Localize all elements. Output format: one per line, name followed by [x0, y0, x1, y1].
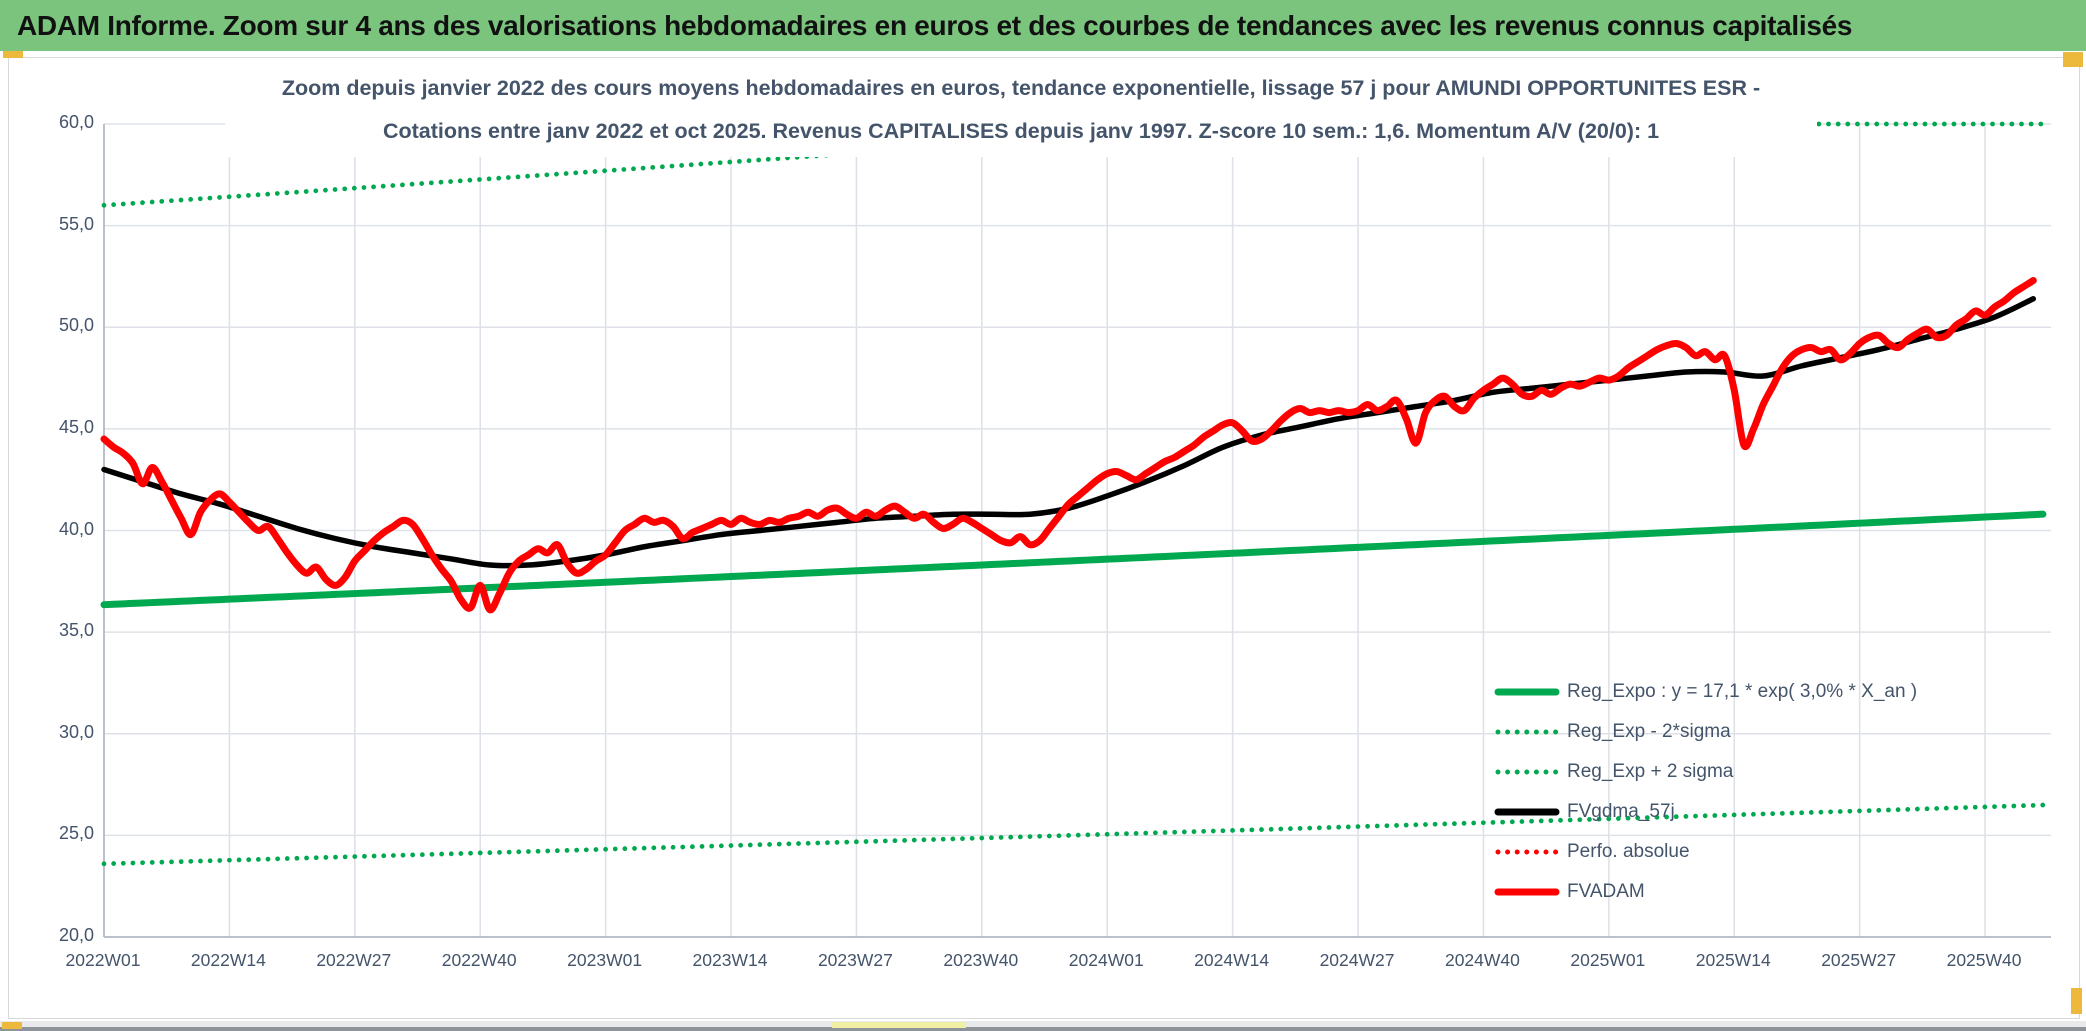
legend-label: Perfo. absolue [1567, 841, 1690, 862]
chart-area [8, 57, 2080, 1019]
legend-swatch-reg_expo [1494, 688, 1560, 696]
y-axis-label: 50,0 [58, 315, 94, 336]
legend-label: Reg_Exp + 2 sigma [1567, 761, 1734, 782]
x-axis-label: 2023W14 [692, 950, 768, 970]
pale-yellow-accent-bottom [832, 1022, 966, 1028]
gold-accent-bottom-left [2, 1022, 22, 1029]
y-axis-label: 40,0 [58, 518, 94, 539]
y-axis-label: 25,0 [58, 823, 94, 844]
chart-plot [100, 121, 2051, 938]
gold-accent-top-right [2063, 52, 2083, 67]
legend-item-reg_exp_plus_2sigma: Reg_Exp + 2 sigma [1494, 752, 1917, 792]
x-axis-label: 2022W01 [65, 950, 141, 970]
chart-title-line1: Zoom depuis janvier 2022 des cours moyen… [281, 76, 1761, 100]
chart-legend: Reg_Expo : y = 17,1 * exp( 3,0% * X_an )… [1494, 672, 1917, 912]
x-axis-label: 2024W14 [1194, 950, 1270, 970]
x-axis-label: 2024W01 [1068, 950, 1144, 970]
legend-swatch-fvadam [1494, 888, 1560, 896]
bottom-strip-dark [0, 1027, 2086, 1031]
legend-label: FVADAM [1567, 881, 1645, 902]
legend-swatch-reg_exp_minus_2sigma [1495, 729, 1559, 735]
chart-title: Zoom depuis janvier 2022 des cours moyen… [225, 64, 1817, 157]
legend-label: FVgdma_57j [1567, 801, 1675, 822]
x-axis-label: 2025W01 [1570, 950, 1646, 970]
y-axis-label: 20,0 [58, 925, 94, 945]
gold-accent-header-left [3, 51, 23, 58]
legend-swatch-fvgdma_57j [1494, 808, 1560, 816]
y-axis-label: 45,0 [58, 416, 94, 437]
report-header-bar: ADAM Informe. Zoom sur 4 ans des valoris… [0, 0, 2086, 51]
x-axis-label: 2025W27 [1821, 950, 1897, 970]
x-axis-label: 2023W01 [567, 950, 643, 970]
chart-title-line2: Cotations entre janv 2022 et oct 2025. R… [382, 119, 1660, 143]
series-reg_expo-line [100, 510, 2047, 609]
legend-item-reg_expo: Reg_Expo : y = 17,1 * exp( 3,0% * X_an ) [1494, 672, 1917, 712]
gold-accent-bottom-right [2071, 988, 2082, 1014]
x-axis-label: 2025W40 [1946, 950, 2022, 970]
y-axis-label: 30,0 [58, 721, 94, 742]
x-axis-label: 2022W14 [190, 950, 266, 970]
x-axis-label: 2024W40 [1444, 950, 1520, 970]
y-axis-label: 55,0 [58, 213, 94, 234]
x-axis-label: 2023W27 [817, 950, 893, 970]
legend-label: Reg_Expo : y = 17,1 * exp( 3,0% * X_an ) [1567, 681, 1918, 702]
x-axis-label: 2025W14 [1695, 950, 1771, 970]
legend-item-fvgdma_57j: FVgdma_57j [1494, 792, 1917, 832]
x-axis-label: 2023W40 [943, 950, 1019, 970]
report-header-title: ADAM Informe. Zoom sur 4 ans des valoris… [17, 9, 1853, 41]
legend-item-reg_exp_minus_2sigma: Reg_Exp - 2*sigma [1494, 712, 1917, 752]
x-axis-label: 2022W40 [441, 950, 517, 970]
legend-item-fvadam: FVADAM [1494, 872, 1917, 912]
y-axis-label: 35,0 [58, 620, 94, 641]
legend-label: Reg_Exp - 2*sigma [1567, 721, 1731, 742]
x-axis-label: 2022W27 [316, 950, 392, 970]
bottom-strip-light [0, 1021, 2086, 1027]
legend-swatch-perfo_absolue [1495, 849, 1559, 855]
x-axis-label: 2024W27 [1319, 950, 1395, 970]
legend-item-perfo_absolue: Perfo. absolue [1494, 832, 1917, 872]
legend-swatch-reg_exp_plus_2sigma [1495, 769, 1559, 775]
y-axis-label: 60,0 [58, 112, 94, 132]
series-fvadam-line [100, 277, 2037, 614]
